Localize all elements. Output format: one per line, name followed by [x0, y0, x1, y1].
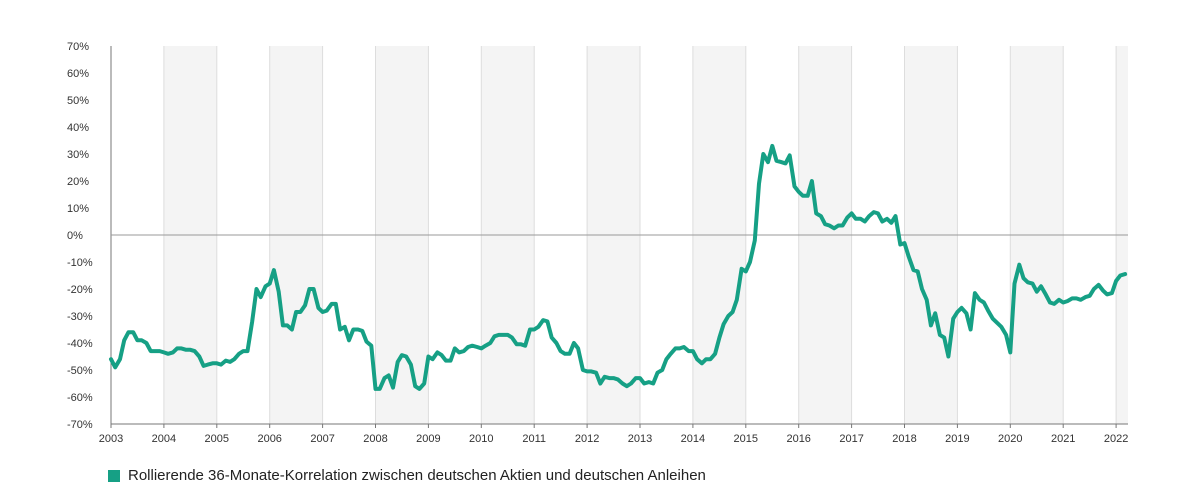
- y-tick-label: 60%: [67, 68, 89, 80]
- x-tick-label: 2011: [522, 433, 546, 445]
- y-tick-label: 20%: [67, 176, 89, 188]
- y-tick-label: -20%: [67, 284, 93, 296]
- y-tick-label: -50%: [67, 365, 93, 377]
- series-layer: [109, 143, 1128, 391]
- x-tick-label: 2006: [257, 433, 281, 445]
- x-tick-label: 2004: [152, 433, 176, 445]
- x-tick-label: 2021: [1051, 433, 1075, 445]
- y-tick-label: -40%: [67, 338, 93, 350]
- y-tick-label: -70%: [67, 419, 93, 431]
- correlation-line-chart: 70% 60% 50% 40% 30% 20% 10% 0% -10% -20% -30% -40% -…: [67, 41, 1128, 445]
- y-tick-label: 0%: [67, 230, 83, 242]
- x-axis-tick-labels: 2003 2004 2005 2006 2007 2008 2009 2010 2011 2012…: [99, 424, 1128, 445]
- x-tick-label: 2017: [839, 433, 863, 445]
- x-tick-label: 2007: [310, 433, 334, 445]
- legend: Rollierende 36-Monate-Korrelation zwisch…: [108, 467, 706, 484]
- x-tick-label: 2013: [628, 433, 652, 445]
- y-tick-label: 50%: [67, 95, 89, 107]
- y-tick-label: -60%: [67, 392, 93, 404]
- legend-label: Rollierende 36-Monate-Korrelation zwisch…: [128, 467, 706, 484]
- x-tick-label: 2012: [575, 433, 599, 445]
- x-tick-label: 2015: [734, 433, 758, 445]
- y-tick-label: 30%: [67, 149, 89, 161]
- y-tick-label: -30%: [67, 311, 93, 323]
- x-tick-label: 2005: [205, 433, 229, 445]
- y-tick-label: 40%: [67, 122, 89, 134]
- x-tick-label: 2016: [786, 433, 810, 445]
- y-tick-label: 10%: [67, 203, 89, 215]
- legend-swatch: [108, 469, 120, 482]
- x-tick-label: 2003: [99, 433, 123, 445]
- x-tick-label: 2020: [998, 433, 1022, 445]
- y-axis-tick-labels: 70% 60% 50% 40% 30% 20% 10% 0% -10% -20% -30% -40% -…: [67, 41, 93, 431]
- x-tick-label: 2019: [945, 433, 969, 445]
- x-tick-label: 2008: [363, 433, 387, 445]
- x-tick-label: 2022: [1104, 433, 1128, 445]
- x-tick-label: 2018: [892, 433, 916, 445]
- y-tick-label: -10%: [67, 257, 93, 269]
- series-line-correlation: [109, 143, 1128, 391]
- x-tick-label: 2014: [681, 433, 705, 445]
- y-tick-label: 70%: [67, 41, 89, 53]
- x-tick-label: 2010: [469, 433, 493, 445]
- x-tick-label: 2009: [416, 433, 440, 445]
